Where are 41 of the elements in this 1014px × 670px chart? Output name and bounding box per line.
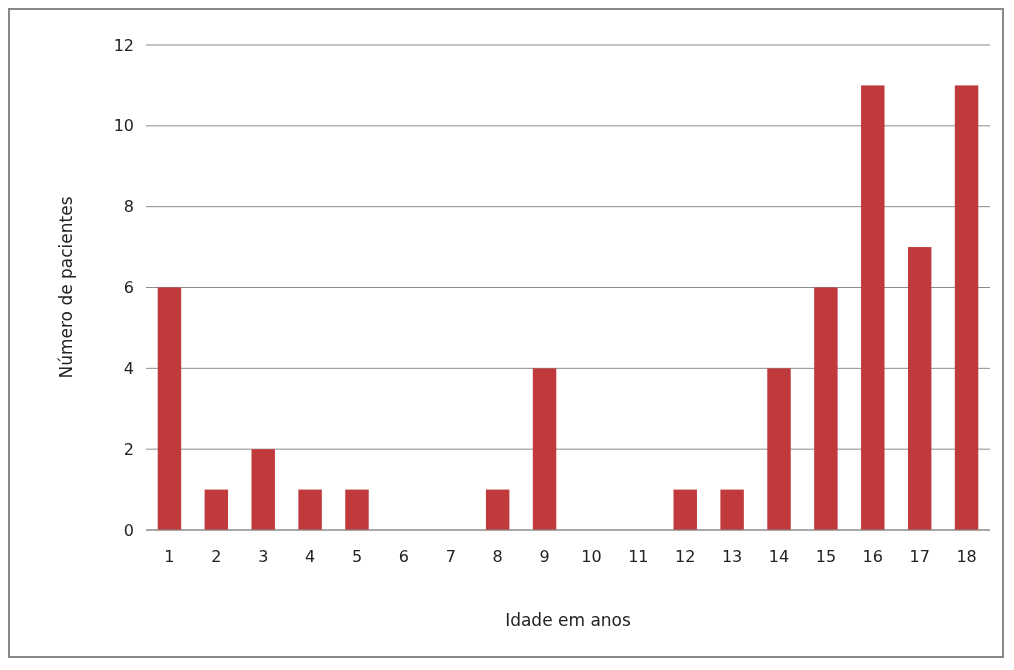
y-tick-label: 2 — [123, 439, 134, 459]
bar — [204, 489, 229, 530]
y-tick-label: 4 — [123, 358, 134, 378]
bar — [532, 368, 557, 530]
y-tick-label: 0 — [123, 520, 134, 540]
x-tick-label: 17 — [909, 547, 930, 566]
bar — [954, 85, 979, 530]
bar — [673, 489, 697, 530]
x-tick-label: 2 — [211, 547, 222, 566]
x-tick-label: 3 — [258, 547, 269, 566]
x-tick-label: 14 — [768, 547, 790, 566]
y-tick-label: 8 — [123, 197, 134, 217]
x-tick-label: 5 — [351, 547, 363, 566]
bar — [767, 368, 791, 530]
x-axis-title: Idade em anos — [505, 610, 632, 630]
bar — [861, 85, 885, 530]
x-tick-label: 10 — [581, 547, 602, 566]
x-tick-label: 6 — [398, 547, 409, 566]
x-tick-label: 9 — [539, 547, 550, 566]
x-tick-label: 1 — [164, 547, 175, 566]
x-tick-label: 8 — [492, 547, 503, 566]
y-tick-label: 6 — [123, 278, 134, 298]
bar — [251, 449, 275, 530]
y-tick-label: 10 — [113, 116, 134, 136]
bar — [157, 287, 182, 530]
x-tick-label: 12 — [675, 547, 696, 566]
x-tick-label: 4 — [305, 547, 316, 566]
x-tick-label: 11 — [628, 547, 649, 566]
x-tick-label: 7 — [445, 547, 456, 566]
x-tick-label: 15 — [815, 547, 837, 566]
bar — [907, 247, 932, 530]
x-tick-label: 18 — [956, 547, 977, 566]
bar — [298, 489, 322, 530]
x-tick-label: 16 — [862, 547, 883, 566]
bar — [814, 287, 838, 530]
y-tick-label: 12 — [113, 35, 134, 55]
bar — [345, 489, 369, 530]
y-axis-title: Número de pacientes — [56, 196, 76, 379]
x-tick-label: 13 — [721, 547, 743, 566]
bar — [720, 489, 744, 530]
bar — [485, 489, 510, 530]
